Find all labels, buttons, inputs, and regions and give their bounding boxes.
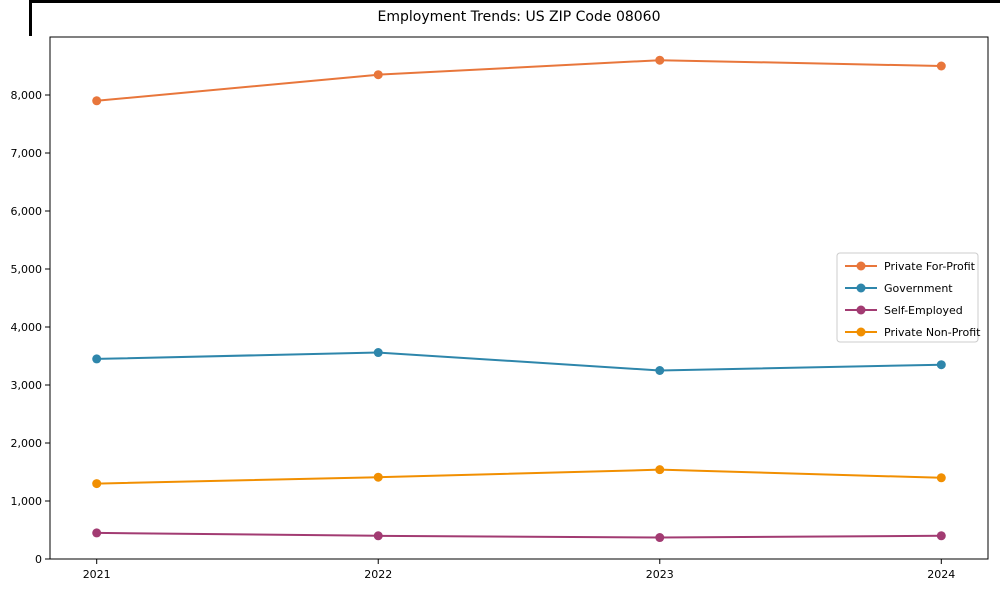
data-point-private-non-profit-2024 — [936, 473, 946, 483]
series-line-private-non-profit — [96, 468, 942, 485]
y-tick-label: 8,000 — [11, 89, 43, 102]
data-point-government-2022 — [373, 348, 383, 358]
data-point-private-for-profit-2024 — [936, 61, 946, 71]
y-tick-label: 6,000 — [11, 205, 43, 218]
legend-marker-self-employed — [856, 305, 866, 315]
legend-marker-private-non-profit — [856, 327, 866, 337]
data-point-government-2021 — [92, 354, 102, 364]
y-tick-label: 7,000 — [11, 147, 43, 160]
chart-title: Employment Trends: US ZIP Code 08060 — [377, 9, 661, 25]
y-tick-label: 3,000 — [11, 379, 43, 392]
x-tick-label: 2022 — [364, 568, 392, 581]
x-tick-label: 2023 — [646, 568, 674, 581]
data-point-private-for-profit-2023 — [655, 55, 665, 65]
data-point-private-for-profit-2022 — [373, 70, 383, 80]
data-point-self-employed-2024 — [936, 531, 946, 541]
legend-label-private-for-profit: Private For-Profit — [884, 260, 976, 273]
legend-label-self-employed: Self-Employed — [884, 304, 963, 317]
data-point-self-employed-2021 — [92, 528, 102, 538]
data-point-private-non-profit-2021 — [92, 479, 102, 489]
data-point-government-2023 — [655, 366, 665, 375]
data-point-self-employed-2022 — [373, 531, 383, 541]
y-tick-label: 4,000 — [11, 321, 43, 334]
legend-marker-government — [856, 283, 866, 293]
data-point-private-non-profit-2022 — [373, 472, 383, 482]
y-tick-label: 5,000 — [11, 263, 43, 276]
data-point-private-non-profit-2023 — [655, 465, 665, 475]
y-tick-label: 1,000 — [11, 495, 43, 508]
legend-label-private-non-profit: Private Non-Profit — [884, 326, 981, 339]
data-point-private-for-profit-2021 — [92, 96, 102, 106]
data-point-self-employed-2023 — [655, 533, 665, 543]
data-point-government-2024 — [936, 360, 946, 370]
y-tick-label: 0 — [35, 553, 42, 566]
window-frame-left-edge — [29, 0, 32, 36]
window-frame-top-edge — [29, 0, 1000, 3]
series-line-private-for-profit — [96, 59, 942, 102]
axes-frame — [49, 36, 989, 560]
legend-label-government: Government — [884, 282, 953, 295]
x-tick-label: 2024 — [927, 568, 955, 581]
series-line-government — [96, 351, 942, 372]
legend-box — [836, 252, 979, 343]
y-tick-label: 2,000 — [11, 437, 43, 450]
legend-marker-private-for-profit — [856, 261, 866, 271]
x-tick-label: 2021 — [83, 568, 111, 581]
series-line-self-employed — [96, 531, 942, 539]
